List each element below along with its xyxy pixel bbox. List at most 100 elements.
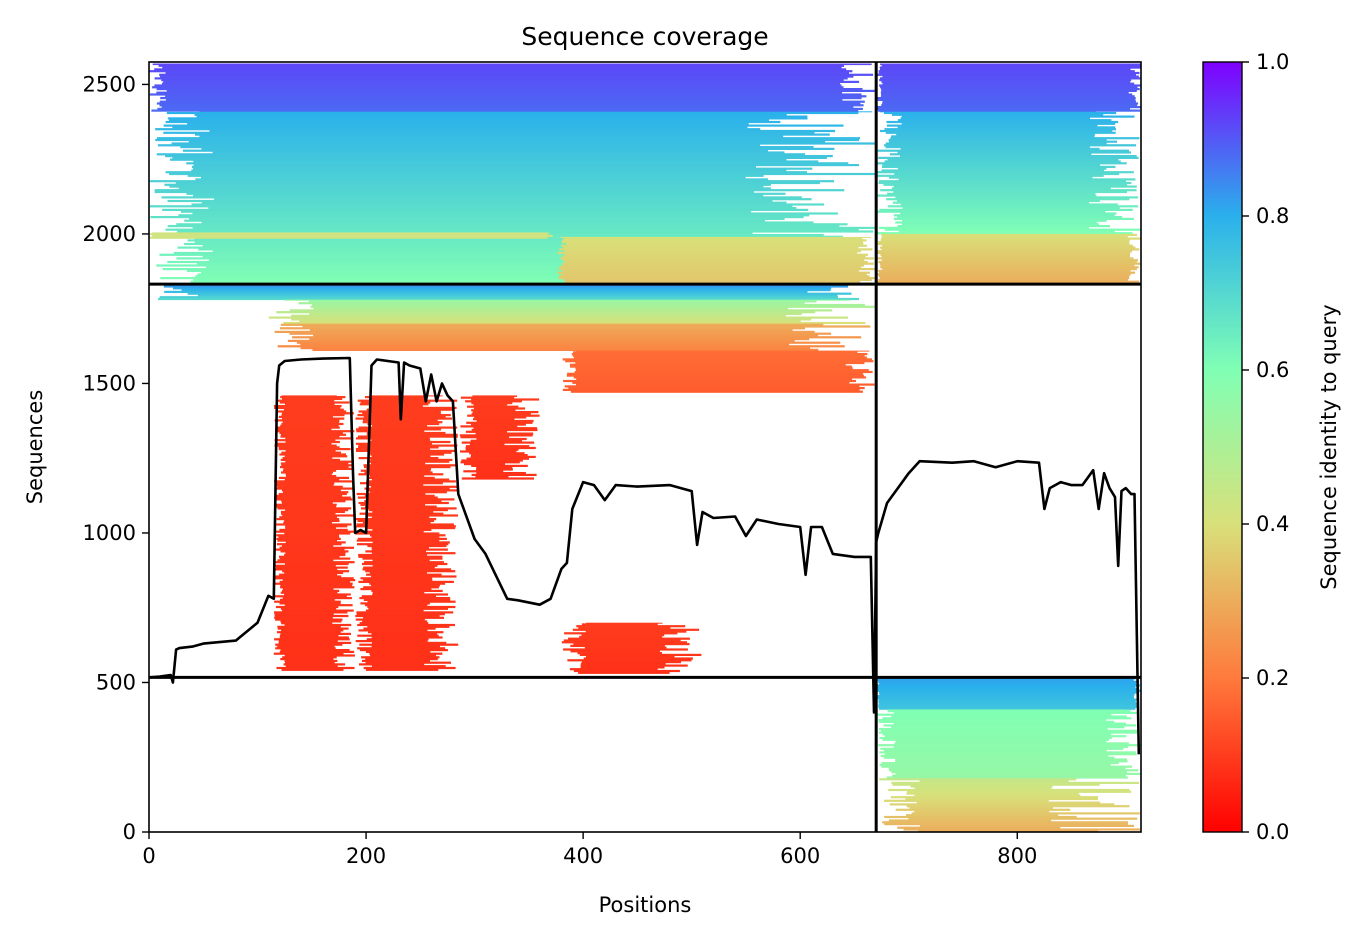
heatmap-strip (171, 142, 876, 145)
heatmap-strip (366, 483, 424, 487)
heatmap-strip (887, 205, 1139, 208)
heatmap-strip (363, 415, 446, 418)
heatmap-strip (357, 414, 451, 417)
heatmap-strip (281, 668, 344, 671)
heatmap-strip (310, 305, 875, 308)
heatmap-strip (476, 468, 513, 471)
heatmap-strip (891, 726, 1125, 729)
heatmap-strip (889, 803, 1115, 806)
heatmap-strip (887, 710, 1131, 713)
heatmap-strip (880, 129, 1113, 133)
heatmap-strip (358, 580, 454, 583)
heatmap-strip (560, 257, 874, 260)
heatmap-strip (561, 241, 864, 244)
heatmap-strip (893, 722, 1126, 725)
heatmap-strip (285, 562, 349, 566)
heatmap-strip (906, 792, 1079, 795)
heatmap-strip (476, 437, 527, 441)
heatmap-strip (191, 165, 756, 168)
heatmap-strip (277, 485, 343, 488)
heatmap-strip (919, 824, 1134, 827)
heatmap-strip (163, 124, 844, 127)
colorbar-tick-label: 0.4 (1256, 512, 1289, 536)
heatmap-strip (356, 523, 454, 526)
heatmap-strip (901, 115, 1135, 118)
heatmap-strip (155, 138, 860, 142)
x-tick-label: 600 (780, 844, 820, 868)
heatmap-strip (879, 180, 1126, 183)
heatmap-strip (201, 271, 852, 274)
heatmap-strip (370, 453, 445, 456)
heatmap-strip (283, 521, 332, 524)
heatmap-strip (355, 518, 437, 521)
heatmap-strip (278, 641, 352, 644)
heatmap-strip (368, 476, 435, 479)
heatmap-strip (367, 605, 456, 609)
heatmap-strip (370, 395, 443, 397)
heatmap-strip (561, 273, 867, 276)
heatmap-strip (358, 457, 439, 460)
heatmap-strip (886, 124, 1098, 127)
heatmap-strip (471, 473, 537, 476)
heatmap-strip (878, 260, 1137, 264)
heatmap-strip (279, 528, 348, 531)
heatmap-strip (193, 278, 789, 281)
heatmap-strip (889, 769, 1138, 772)
heatmap-strip (888, 767, 1126, 770)
heatmap-strip (283, 467, 354, 470)
heatmap-strip (884, 753, 1137, 756)
heatmap-strip (177, 246, 762, 249)
heatmap-strip (908, 817, 1138, 820)
heatmap-strip (371, 589, 443, 592)
heatmap-strip (360, 577, 433, 580)
heatmap-strip (877, 678, 1134, 682)
heatmap-strip (274, 577, 354, 580)
heatmap-strip (285, 460, 352, 463)
heatmap-strip (276, 537, 341, 540)
heatmap-strip (559, 248, 873, 251)
heatmap-strip (274, 582, 353, 585)
heatmap-strip (371, 455, 431, 458)
colorbar-tick-label: 0.6 (1256, 358, 1289, 382)
heatmap-strip (275, 430, 355, 433)
heatmap-strip (152, 232, 550, 234)
heatmap-strip (281, 500, 346, 503)
heatmap-strip (891, 715, 1127, 718)
heatmap-strip (881, 259, 1138, 262)
heatmap-strip (284, 659, 338, 662)
heatmap-strip (900, 203, 1118, 206)
heatmap-strip (152, 86, 844, 89)
heatmap-strip (284, 455, 348, 458)
heatmap-strip (889, 176, 1093, 179)
heatmap-strip (466, 421, 533, 424)
heatmap-strip (178, 187, 771, 190)
heatmap-strip (877, 106, 1141, 109)
heatmap-strip (473, 427, 538, 430)
heatmap-strip (362, 568, 452, 571)
heatmap-strip (166, 89, 875, 92)
heatmap-strip (469, 452, 525, 455)
heatmap-strip (291, 318, 812, 321)
heatmap-strip (564, 385, 860, 388)
heatmap-strip (279, 573, 338, 576)
heatmap-strip (165, 71, 849, 75)
heatmap-strip (562, 262, 874, 265)
heatmap-strip (881, 104, 1138, 107)
heatmap-strip (893, 745, 1129, 749)
heatmap-strip (877, 149, 1129, 152)
x-tick-label: 0 (142, 844, 155, 868)
heatmap-strip (878, 71, 1140, 75)
heatmap-strip (476, 472, 526, 475)
heatmap-strip (277, 627, 349, 630)
heatmap-strip (177, 230, 874, 233)
heatmap-strip (285, 552, 346, 555)
heatmap-strip (563, 648, 688, 651)
heatmap-strip (888, 819, 1052, 822)
heatmap-strip (911, 812, 1140, 815)
heatmap-strip (276, 496, 351, 499)
heatmap-strip (879, 84, 1141, 87)
heatmap-strip (279, 546, 354, 549)
heatmap-strip (371, 645, 440, 648)
heatmap-strip (170, 158, 787, 161)
heatmap-strip (280, 396, 346, 399)
